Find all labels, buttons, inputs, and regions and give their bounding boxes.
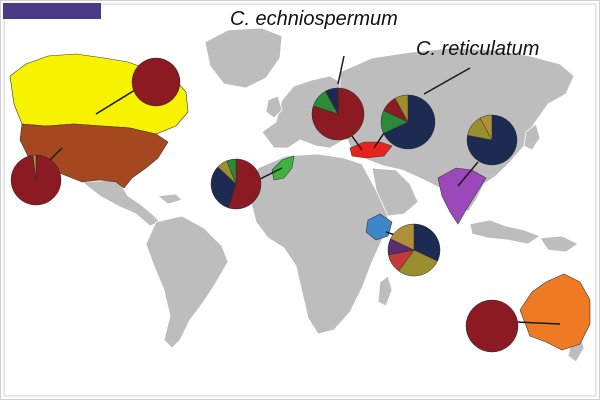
ethiopia-pie-slice-2 <box>398 249 438 277</box>
label-c-reticulatum: C. reticulatum <box>416 38 540 60</box>
southeast-asia-islands <box>469 219 541 245</box>
greenland-landmass <box>204 27 283 89</box>
madagascar-landmass <box>377 275 393 307</box>
japan-landmass <box>523 123 541 151</box>
turkey-region <box>349 141 393 159</box>
usa-pie <box>10 154 62 206</box>
india-region <box>437 167 487 225</box>
ethiopia-pie <box>387 223 441 277</box>
reticulatum-pie-slice-1 <box>383 94 436 150</box>
reticulatum-leader-line <box>423 67 471 95</box>
ethiopia-region <box>365 213 393 241</box>
south-america-landmass <box>145 215 229 349</box>
morocco-pie-slice-4 <box>226 158 237 185</box>
uk-landmass <box>265 95 283 119</box>
haplotype-pies <box>10 57 519 353</box>
india-leader-line <box>457 161 479 187</box>
echniospermum-pie-slice-3 <box>325 87 339 115</box>
morocco-region <box>271 155 295 181</box>
india-pie-slice-3 <box>479 114 493 141</box>
reticulatum-pie-slice-4 <box>394 94 409 123</box>
morocco-leader-line <box>257 167 283 181</box>
morocco-pie-slice-1 <box>227 158 262 210</box>
echniospermum-pie <box>311 87 365 141</box>
central-america-landmass <box>80 179 161 227</box>
morocco-pie <box>210 158 262 210</box>
canada-pie-slice-1 <box>131 57 181 107</box>
turkey-leader-line <box>351 135 363 151</box>
ethiopia-pie-slice-5 <box>390 223 415 251</box>
caribbean-landmass <box>156 193 183 205</box>
header-tab <box>3 3 101 19</box>
label-c-echniospermum: C. echniospermum <box>230 8 398 30</box>
canada-pie <box>131 57 181 107</box>
papua-landmass <box>539 235 579 253</box>
australia-region <box>519 273 591 351</box>
usa-pie-slice-2 <box>32 154 37 181</box>
asia-landmass <box>339 47 575 213</box>
australia-leader-line <box>515 321 561 325</box>
echniospermum-leader-line <box>337 55 345 85</box>
morocco-pie-slice-2 <box>210 166 237 209</box>
echniospermum-pie-slice-1 <box>311 87 365 141</box>
africa-landmass <box>249 153 389 335</box>
india-pie <box>466 114 518 166</box>
canada-leader-line <box>95 89 136 115</box>
australia-pie <box>465 299 519 353</box>
reticulatum-pie <box>380 94 436 150</box>
highlighted-countries <box>9 53 591 351</box>
australia-pie-slice-1 <box>465 299 519 353</box>
ethiopia-pie-slice-1 <box>413 223 441 262</box>
image-inner-frame <box>4 4 596 396</box>
india-pie-slice-1 <box>466 114 518 166</box>
